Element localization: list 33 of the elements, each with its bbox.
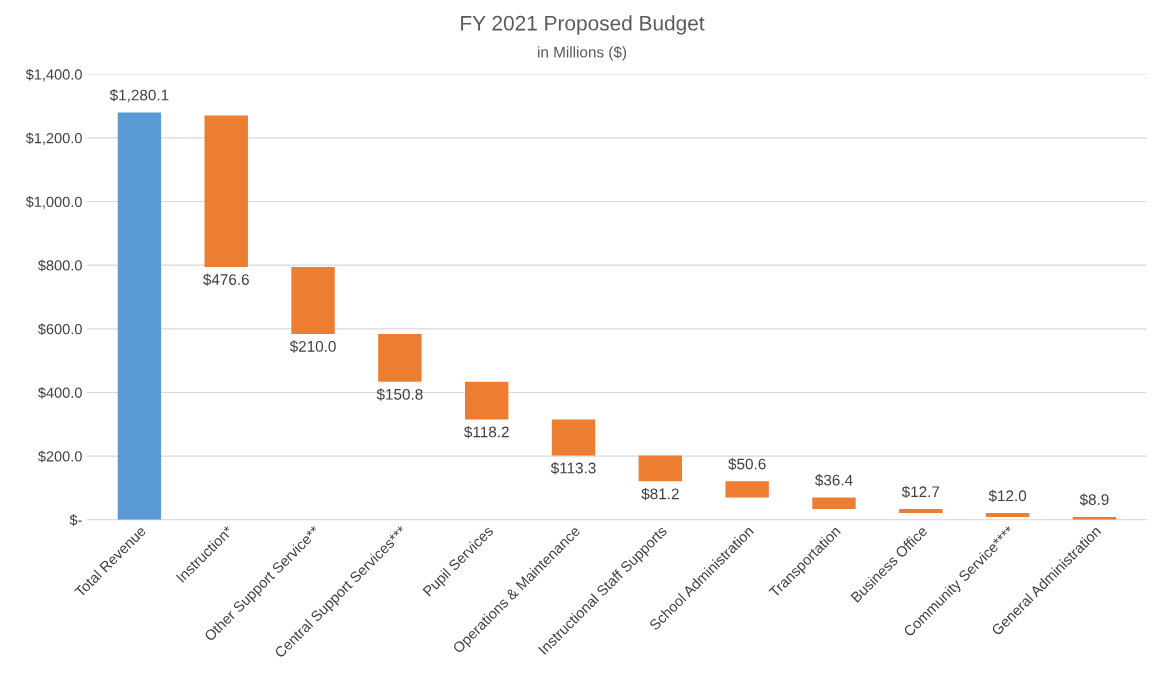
bar	[985, 513, 1030, 517]
bar	[725, 481, 769, 498]
y-tick-label: $1,400.0	[25, 68, 82, 82]
y-tick-label: $1,200.0	[25, 132, 82, 146]
data-label: $210.0	[289, 340, 336, 353]
data-label: $150.8	[376, 388, 423, 401]
y-tick-label: $200.0	[38, 450, 82, 463]
data-label: $12.7	[901, 485, 940, 499]
y-tick-label: $400.0	[38, 386, 82, 399]
y-tick-label: $600.0	[38, 323, 82, 336]
bar	[899, 509, 943, 514]
bar	[638, 455, 683, 482]
data-label: $12.0	[988, 489, 1027, 503]
data-label: $36.4	[815, 474, 853, 487]
data-label: $8.9	[1079, 493, 1109, 506]
data-label: $476.6	[203, 273, 249, 286]
data-label: $50.6	[728, 457, 766, 471]
bar	[117, 112, 162, 520]
data-label: $118.2	[464, 425, 509, 439]
chart-subtitle: in Millions ($)	[538, 46, 627, 61]
bar	[204, 115, 248, 268]
bar	[378, 333, 422, 382]
y-tick-label: $1,000.0	[25, 196, 82, 209]
bar	[291, 267, 335, 334]
bar	[464, 381, 509, 420]
data-label: $1,280.1	[109, 89, 169, 103]
y-tick-label: $800.0	[38, 259, 82, 272]
bar	[812, 497, 856, 510]
data-label: $113.3	[550, 461, 596, 475]
chart-title: FY 2021 Proposed Budget	[461, 15, 705, 35]
data-label: $81.2	[641, 487, 679, 501]
y-tick-label: $-	[69, 514, 82, 527]
bar	[551, 419, 596, 456]
